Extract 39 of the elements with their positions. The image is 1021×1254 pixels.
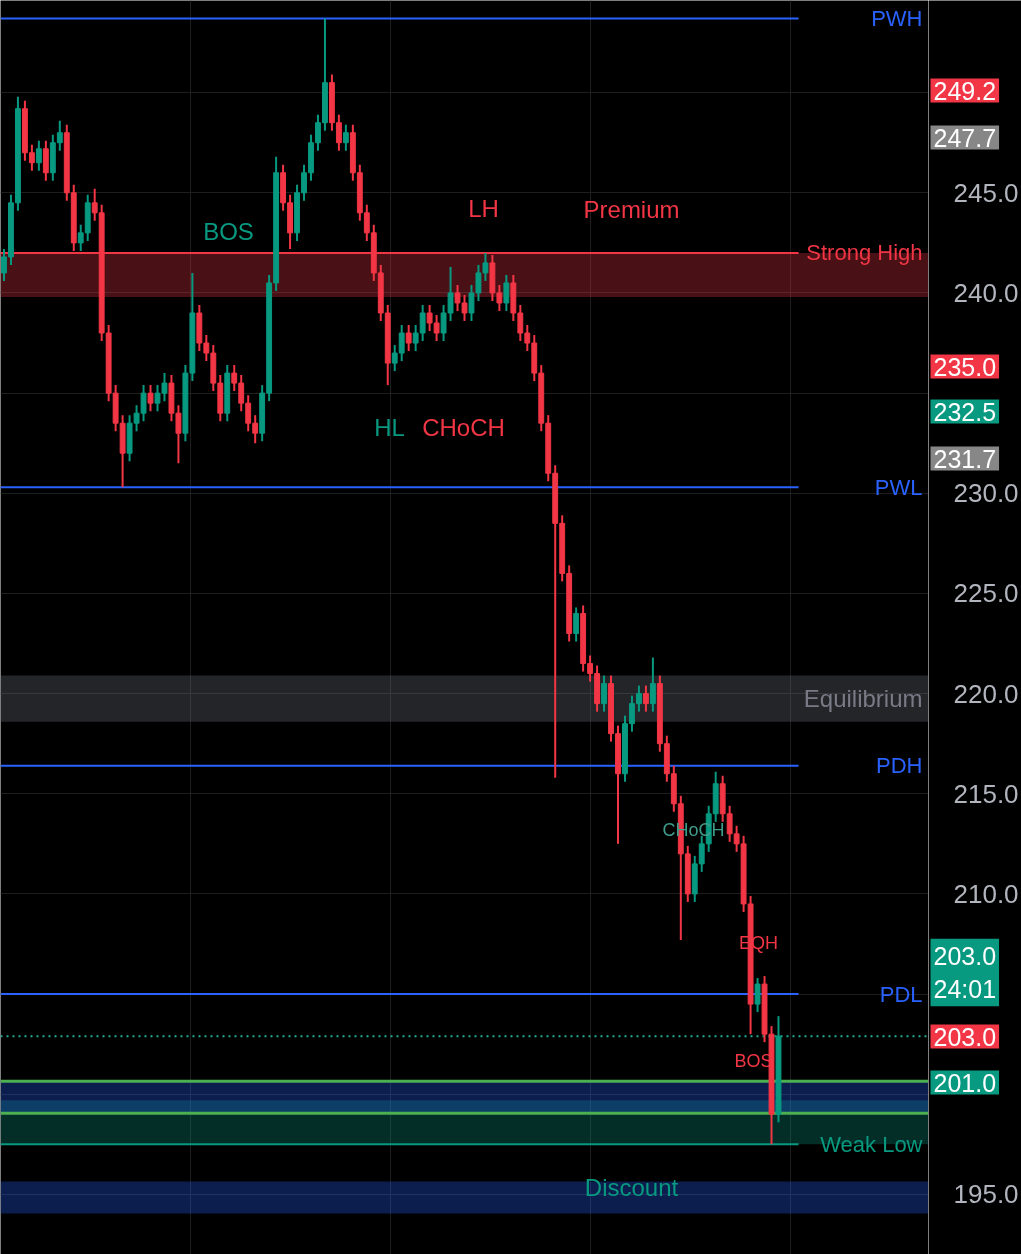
text: 249.2 [933, 76, 997, 105]
text: 247.7 [933, 123, 997, 152]
y-tick-label: 230.0 [953, 478, 1019, 509]
candlestick [754, 977, 761, 1014]
candlestick [573, 606, 580, 643]
band-label: Premium [583, 195, 680, 223]
ref-line-label: PWL [874, 474, 923, 500]
annotation: CHoCH [422, 414, 505, 441]
text: 231.7 [933, 444, 997, 473]
y-tick-label: 240.0 [953, 277, 1019, 308]
ref-line-label: Strong High [806, 240, 923, 266]
annotation: BOS [203, 218, 254, 245]
candlestick [342, 123, 349, 152]
candlestick [147, 384, 154, 413]
y-tick-label: 195.0 [953, 1179, 1019, 1210]
text: 235.0 [933, 352, 997, 381]
y-tick-label: 215.0 [953, 778, 1019, 809]
ref-line-label: Weak Low [820, 1131, 923, 1157]
candlestick [35, 139, 42, 172]
y-tick-label: 245.0 [953, 177, 1019, 208]
candlestick [405, 324, 412, 353]
candlestick [642, 684, 649, 713]
candlestick [649, 656, 656, 713]
annotation: LH [468, 195, 499, 222]
ref-line-label: PDL [879, 981, 923, 1007]
y-tick-label: 225.0 [953, 578, 1019, 609]
text: 203.0 24:01 [933, 941, 997, 1004]
candlestick [601, 674, 607, 713]
y-tick-label: 210.0 [953, 878, 1019, 909]
band-label: Discount [584, 1174, 679, 1202]
text: 232.5 [933, 397, 997, 426]
annotation: HL [374, 414, 405, 441]
ref-line-label: PWH [871, 6, 923, 32]
ref-line-label: PDH [876, 753, 923, 779]
y-tick-label: 220.0 [953, 678, 1019, 709]
text: 201.0 [933, 1068, 997, 1097]
text: 203.0 [933, 1022, 997, 1051]
band-label: Equilibrium [803, 685, 923, 713]
candlestick [503, 273, 510, 312]
